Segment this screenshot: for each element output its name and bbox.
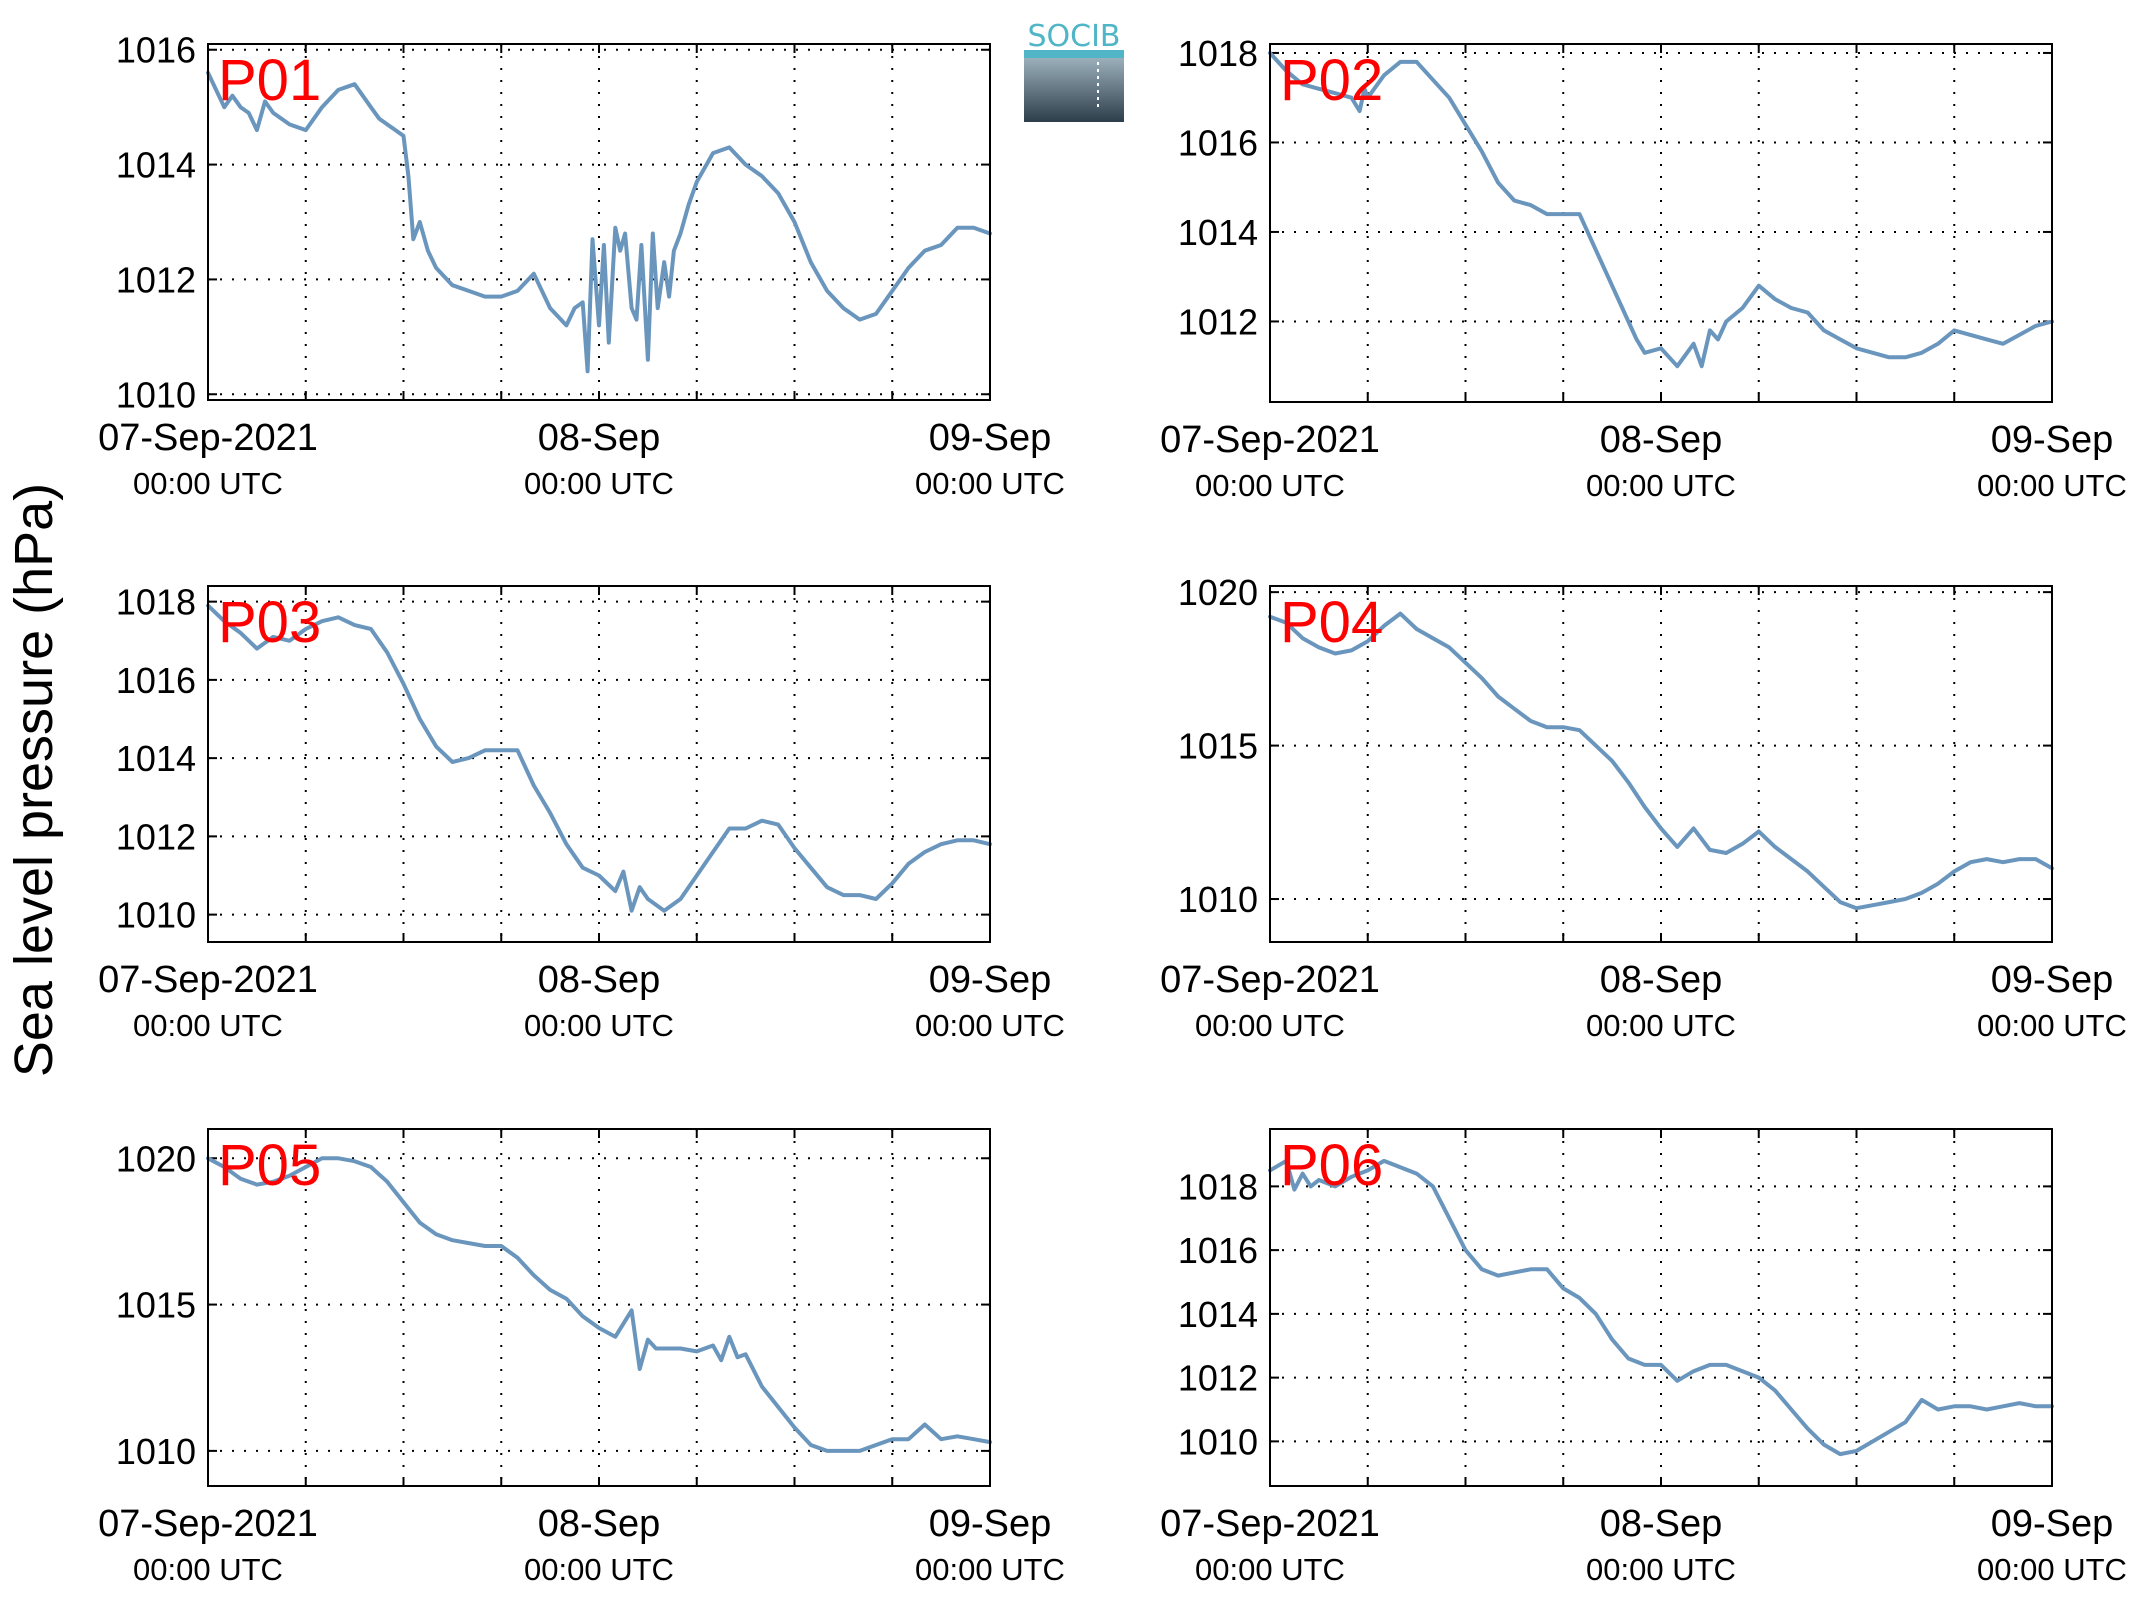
x-tick-sublabel: 00:00 UTC [915,466,1065,501]
axes-frame [207,585,991,943]
x-tick-label: 09-Sep [1991,1503,2114,1545]
plot-area [1270,44,2052,402]
y-tick-label: 1010 [116,1431,196,1472]
y-tick-label: 1010 [1178,879,1258,920]
plot-area [1270,586,2052,942]
x-tick-label: 08-Sep [1600,1503,1723,1545]
x-tick-label: 08-Sep [538,1503,661,1545]
x-tick-sublabel: 00:00 UTC [1586,1008,1736,1043]
x-tick-label: 08-Sep [538,959,661,1001]
panel-title: P02 [1280,48,1383,113]
x-tick-sublabel: 00:00 UTC [133,1552,283,1587]
y-tick-label: 1012 [1178,301,1258,342]
y-tick-label: 1014 [116,738,196,779]
x-tick-label: 08-Sep [538,417,661,459]
y-tick-label: 1014 [1178,1294,1258,1335]
x-tick-sublabel: 00:00 UTC [1977,468,2127,503]
panel-title: P06 [1280,1133,1383,1198]
pressure-series-line [206,1156,992,1453]
x-tick-sublabel: 00:00 UTC [1586,1552,1736,1587]
pressure-series-line [206,603,992,913]
axes-frame [1269,1128,2053,1487]
pressure-series-line [1268,611,2054,911]
plot-area [1270,1129,2052,1486]
panel-p04: 1010 1015 1020 07-Sep-2021 00:00 UTC 08-Sep 00… [1160,572,2127,1043]
y-tick-label: 1014 [1178,212,1258,253]
axes-frame [207,1128,991,1487]
panel-p02: 1012 1014 1016 1018 07-Sep-2021 00:00 UTC 08-S… [1160,33,2127,503]
y-tick-label: 1014 [116,145,196,186]
x-tick-label: 07-Sep-2021 [98,959,318,1001]
x-tick-sublabel: 00:00 UTC [133,466,283,501]
axes-frame [1269,585,2053,943]
x-tick-label: 07-Sep-2021 [1160,1503,1380,1545]
panel-p05: 1010 1015 1020 07-Sep-2021 00:00 UTC 08-Sep 00… [98,1128,1065,1587]
x-tick-sublabel: 00:00 UTC [1586,468,1736,503]
x-tick-label: 07-Sep-2021 [98,417,318,459]
panel-p03: 1010 1012 1014 1016 1018 07-Sep-2021 00:00 UTC… [98,582,1065,1043]
chart-panels: 1010 1012 1014 1016 07-Sep-2021 00:00 UTC 08-S… [98,30,2127,1587]
plot-area [208,1129,990,1486]
panel-title: P05 [218,1133,321,1198]
y-tick-label: 1018 [1178,1166,1258,1207]
pressure-series-line [1268,1158,2054,1457]
x-tick-label: 08-Sep [1600,419,1723,461]
socib-logo: SOCIB [1024,19,1124,122]
y-tick-label: 1015 [116,1285,196,1326]
pressure-series-line [1268,51,2054,369]
y-tick-label: 1012 [116,816,196,857]
x-tick-sublabel: 00:00 UTC [1977,1008,2127,1043]
y-tick-label: 1016 [116,30,196,71]
x-tick-label: 09-Sep [929,417,1052,459]
panel-title: P03 [218,590,321,655]
panel-p06: 1010 1012 1014 1016 1018 07-Sep-2021 00:00 UTC… [1160,1128,2127,1587]
logo-wordmark: SOCIB [1027,19,1120,54]
y-tick-label: 1016 [116,660,196,701]
y-tick-label: 1010 [1178,1421,1258,1462]
y-tick-label: 1016 [1178,122,1258,163]
x-tick-sublabel: 00:00 UTC [524,466,674,501]
y-tick-label: 1020 [1178,572,1258,613]
x-tick-sublabel: 00:00 UTC [915,1552,1065,1587]
x-tick-label: 07-Sep-2021 [98,1503,318,1545]
x-tick-sublabel: 00:00 UTC [1977,1552,2127,1587]
panel-title: P01 [218,48,321,113]
x-tick-sublabel: 00:00 UTC [133,1008,283,1043]
x-tick-sublabel: 00:00 UTC [524,1008,674,1043]
x-tick-label: 09-Sep [1991,959,2114,1001]
panel-p01: 1010 1012 1014 1016 07-Sep-2021 00:00 UTC 08-S… [98,30,1065,501]
x-tick-label: 07-Sep-2021 [1160,419,1380,461]
y-axis-label: Sea level pressure (hPa) [4,483,64,1077]
y-tick-label: 1012 [116,259,196,300]
axes-frame [1269,43,2053,403]
x-tick-sublabel: 00:00 UTC [1195,468,1345,503]
x-tick-label: 07-Sep-2021 [1160,959,1380,1001]
y-tick-label: 1012 [1178,1358,1258,1399]
pressure-series-line [206,70,992,374]
x-tick-label: 09-Sep [1991,419,2114,461]
y-tick-label: 1018 [1178,33,1258,74]
y-tick-label: 1018 [116,582,196,623]
x-tick-sublabel: 00:00 UTC [915,1008,1065,1043]
plot-area [208,44,990,400]
y-tick-label: 1020 [116,1138,196,1179]
panel-title: P04 [1280,590,1383,655]
x-tick-sublabel: 00:00 UTC [1195,1552,1345,1587]
x-tick-sublabel: 00:00 UTC [1195,1008,1345,1043]
y-tick-label: 1010 [116,374,196,415]
x-tick-sublabel: 00:00 UTC [524,1552,674,1587]
y-tick-label: 1016 [1178,1230,1258,1271]
x-tick-label: 09-Sep [929,959,1052,1001]
y-tick-label: 1015 [1178,726,1258,767]
y-tick-label: 1010 [116,895,196,936]
x-tick-label: 09-Sep [929,1503,1052,1545]
x-tick-label: 08-Sep [1600,959,1723,1001]
plot-area [208,586,990,942]
axes-frame [207,43,991,401]
